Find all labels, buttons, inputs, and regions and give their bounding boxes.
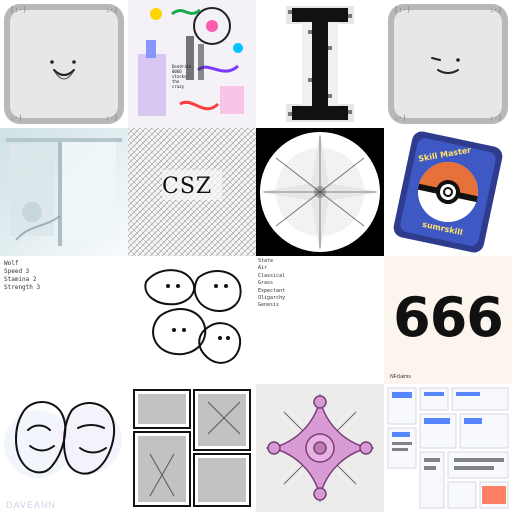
stats-line: Speed 3 (4, 268, 30, 275)
line-doodle-faces (128, 256, 256, 384)
number-tile-background (384, 256, 512, 384)
kaleidoscope-pattern (256, 128, 384, 256)
stats-text: Wolf Speed 3 Stamina 2 Strength 3 (4, 260, 40, 292)
tile-word-list[interactable]: State Air Classical Grass Expectant Olig… (256, 256, 384, 384)
portrait-watermark: DAVEANN (6, 500, 56, 510)
colorful-collage (128, 0, 256, 128)
manga-page (128, 384, 256, 512)
pixel-letter-I (256, 0, 384, 128)
tile-pokeball-card[interactable]: Skill Master sumrskill (384, 128, 512, 256)
word-list-item: Genesis (258, 302, 280, 309)
word-list-item: Expectant (258, 287, 286, 294)
tile-line-doodle-faces[interactable] (128, 256, 256, 384)
corner-label-top-right: :-) (105, 6, 118, 14)
stats-line: Strength 3 (4, 284, 41, 291)
device-face-wink (384, 0, 512, 128)
word-list: State Air Classical Grass Expectant Olig… (258, 258, 285, 310)
number-text: 666 (393, 286, 504, 349)
collage-mini-line: crazy (172, 84, 185, 89)
word-list-item: Air (258, 265, 268, 272)
tile-colorful-collage[interactable]: Dendrite 0060 stocks the crazy (128, 0, 256, 128)
tile-number[interactable]: 666 NFclaims (384, 256, 512, 384)
corner-label-bottom-right: :-) (105, 114, 118, 122)
corner-label-top-left: [:-) (394, 6, 411, 14)
corner-label-top-right: :-) (489, 6, 502, 14)
corner-label-top-left: [:-) (10, 6, 27, 14)
pink-star-ornament (256, 384, 384, 512)
tile-manga-page[interactable] (128, 384, 256, 512)
window-photo (0, 128, 128, 256)
tile-couple-line-portrait[interactable]: DAVEANN (0, 384, 128, 512)
device-face-smile (0, 0, 128, 128)
collage-mini-line: Dendrite (172, 64, 192, 69)
tile-ui-screens-mosaic[interactable] (384, 384, 512, 512)
word-list-item: Grass (258, 280, 274, 287)
tile-character-stats[interactable]: Wolf Speed 3 Stamina 2 Strength 3 (0, 256, 128, 384)
collage-mini-line: 0060 (172, 69, 182, 74)
word-list-item: Oligarchy (258, 295, 286, 302)
ui-screens-mosaic (384, 384, 512, 512)
ascii-drawing-label: CSZ (162, 174, 213, 199)
tile-ascii-grid-drawing[interactable]: CSZ (128, 128, 256, 256)
corner-label-bottom-right: :-) (489, 114, 502, 122)
tile-pixel-letter-I[interactable] (256, 0, 384, 128)
stats-line: Wolf (4, 260, 19, 267)
pokeball-card (384, 128, 512, 256)
stats-line: Stamina 2 (4, 276, 37, 283)
collage-mini-line: stocks (172, 74, 187, 79)
tile-device-face-smile[interactable]: [:-) :-) :-) :-) (0, 0, 128, 128)
tile-device-face-wink[interactable]: [:-) :-) :-) :-) (384, 0, 512, 128)
collage-mini-text: Dendrite 0060 stocks the crazy (172, 64, 191, 89)
corner-label-bottom-left: :-) (394, 114, 407, 122)
ascii-grid-drawing (128, 128, 256, 256)
number-tile-footer: NFclaims (390, 374, 411, 380)
tile-window-photo[interactable] (0, 128, 128, 256)
tile-kaleidoscope-pattern[interactable] (256, 128, 384, 256)
couple-line-portrait (0, 384, 128, 512)
collage-mini-line: the (172, 79, 180, 84)
tile-pink-star-ornament[interactable] (256, 384, 384, 512)
word-list-item: Classical (258, 272, 286, 279)
word-list-item: State (258, 258, 274, 264)
corner-label-bottom-left: :-) (10, 114, 23, 122)
